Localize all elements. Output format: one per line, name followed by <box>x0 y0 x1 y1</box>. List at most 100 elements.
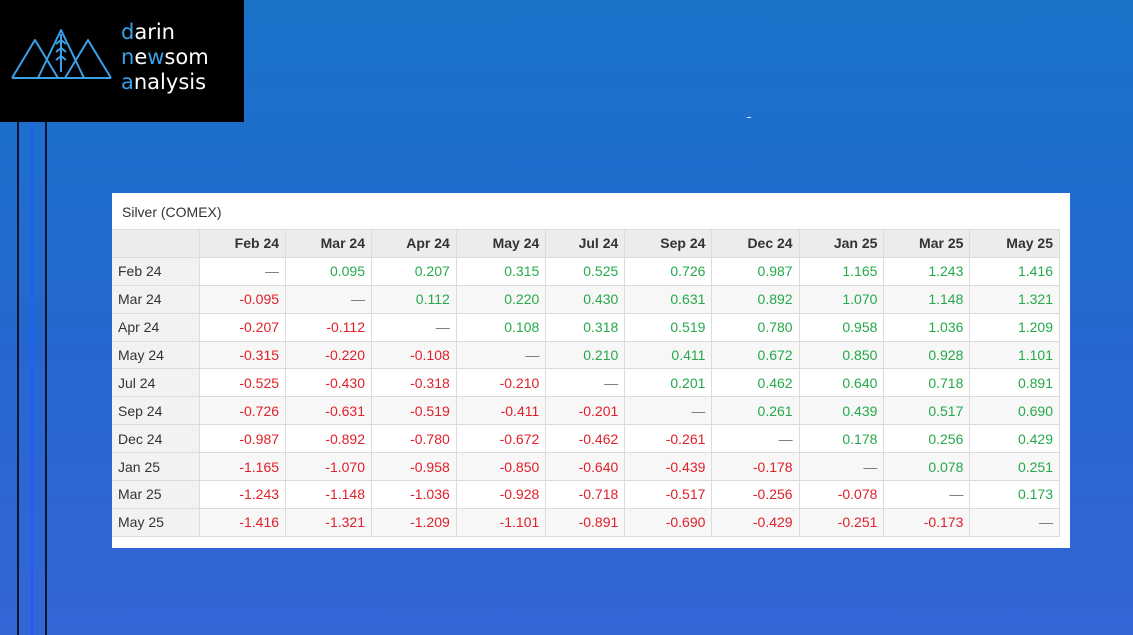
spread-cell: -0.631 <box>285 396 372 426</box>
spread-cell: -0.439 <box>624 452 713 482</box>
spread-cell: — <box>371 312 457 342</box>
spread-cell: -0.525 <box>199 368 287 398</box>
column-header: May 24 <box>455 229 547 258</box>
spread-cell: -0.210 <box>455 368 547 398</box>
spread-cell: 0.892 <box>711 284 800 314</box>
spread-cell: — <box>199 256 287 286</box>
spread-cell: -0.891 <box>545 507 626 537</box>
spread-cell: 0.462 <box>711 368 800 398</box>
row-label: Jul 24 <box>112 368 201 398</box>
table-row: Mar 24 -0.095—0.112 0.220 0.430 0.631 0.892 1.… <box>112 284 1060 314</box>
decor-line-1 <box>17 122 19 635</box>
spread-cell: -0.261 <box>624 424 713 454</box>
decor-dash <box>747 117 751 118</box>
spread-cell: -0.251 <box>798 507 885 537</box>
spread-cell: 1.036 <box>883 312 971 342</box>
row-label: Mar 25 <box>112 480 201 509</box>
spread-table: Feb 24 Mar 24 Apr 24 May 24 Jul 24 Sep 24 Dec … <box>112 229 1060 537</box>
spread-cell: -0.958 <box>371 452 457 482</box>
spread-cell: 0.078 <box>883 452 971 482</box>
spread-cell: -0.690 <box>624 507 713 537</box>
column-header: Mar 25 <box>883 229 971 258</box>
spread-cell: 0.178 <box>798 424 885 454</box>
spread-cell: — <box>285 284 372 314</box>
spread-cell: -0.108 <box>371 340 457 370</box>
column-header: Dec 24 <box>711 229 800 258</box>
spread-cell: -1.321 <box>285 507 372 537</box>
spread-cell: -0.207 <box>199 312 287 342</box>
spread-cell: — <box>883 480 971 509</box>
spread-cell: 0.095 <box>285 256 372 286</box>
spread-cell: -1.036 <box>371 480 457 509</box>
row-label: Apr 24 <box>112 312 201 342</box>
spread-cell: -0.892 <box>285 424 372 454</box>
spread-cell: 1.101 <box>969 340 1060 370</box>
row-label: May 24 <box>112 340 201 370</box>
spread-cell: -1.243 <box>199 480 287 509</box>
decor-line-2 <box>31 122 33 635</box>
table-row: Sep 24 -0.726 -0.631 -0.519 -0.411 -0.201—0.2… <box>112 396 1060 426</box>
spread-cell: 0.210 <box>545 340 626 370</box>
spread-cell: 0.850 <box>798 340 885 370</box>
spread-cell: 0.256 <box>883 424 971 454</box>
spread-cell: 1.321 <box>969 284 1060 314</box>
table-row: Feb 24—0.095 0.207 0.315 0.525 0.726 0.987 1.1… <box>112 256 1060 286</box>
row-label: Feb 24 <box>112 256 201 286</box>
table-row: May 25 -1.416 -1.321 -1.209 -1.101 -0.891 -0.6… <box>112 507 1060 537</box>
table-row: Dec 24 -0.987 -0.892 -0.780 -0.672 -0.462 -0.2… <box>112 424 1060 454</box>
spread-cell: -0.201 <box>545 396 626 426</box>
column-header: Feb 24 <box>199 229 287 258</box>
spread-cell: -0.256 <box>711 480 800 509</box>
spread-cell: 1.148 <box>883 284 971 314</box>
spread-cell: 0.631 <box>624 284 713 314</box>
spread-cell: 0.517 <box>883 396 971 426</box>
spread-cell: -0.519 <box>371 396 457 426</box>
logo-line-1: darin <box>121 20 175 44</box>
spread-cell: — <box>711 424 800 454</box>
spread-cell: — <box>624 396 713 426</box>
table-body: Feb 24—0.095 0.207 0.315 0.525 0.726 0.987 1.1… <box>112 256 1060 537</box>
spread-cell: 0.315 <box>455 256 547 286</box>
column-header: Jul 24 <box>545 229 626 258</box>
logo: darin newsom analysis <box>0 0 244 122</box>
spread-cell: -0.078 <box>798 480 885 509</box>
spread-cell: 0.690 <box>969 396 1060 426</box>
spread-cell: -1.165 <box>199 452 287 482</box>
spread-cell: 0.672 <box>711 340 800 370</box>
table-row: Jan 25 -1.165 -1.070 -0.958 -0.850 -0.640 -0.4… <box>112 452 1060 482</box>
spread-cell: 0.958 <box>798 312 885 342</box>
spread-cell: -0.411 <box>455 396 547 426</box>
spread-cell: 0.318 <box>545 312 626 342</box>
table-row: Mar 25 -1.243 -1.148 -1.036 -0.928 -0.718 -0.5… <box>112 480 1060 509</box>
spread-cell: -0.517 <box>624 480 713 509</box>
table-row: May 24 -0.315 -0.220 -0.108—0.210 0.411 0.672… <box>112 340 1060 370</box>
corner-cell <box>112 229 201 258</box>
spread-cell: -0.850 <box>455 452 547 482</box>
spread-cell: 0.112 <box>371 284 457 314</box>
table-row: Jul 24 -0.525 -0.430 -0.318 -0.210—0.201 0.46… <box>112 368 1060 398</box>
spread-cell: 0.430 <box>545 284 626 314</box>
spread-cell: 1.416 <box>969 256 1060 286</box>
spread-cell: -0.178 <box>711 452 800 482</box>
spread-cell: 1.070 <box>798 284 885 314</box>
spread-cell: 1.165 <box>798 256 885 286</box>
spread-cell: — <box>545 368 626 398</box>
spread-cell: -0.640 <box>545 452 626 482</box>
spread-cell: 0.173 <box>969 480 1060 509</box>
column-header: May 25 <box>969 229 1060 258</box>
spread-cell: 0.429 <box>969 424 1060 454</box>
spread-cell: 0.207 <box>371 256 457 286</box>
spread-cell: -0.220 <box>285 340 372 370</box>
logo-wordmark: darin newsom analysis <box>121 20 209 95</box>
spread-cell: 0.525 <box>545 256 626 286</box>
spread-cell: 0.411 <box>624 340 713 370</box>
spread-cell: -0.112 <box>285 312 372 342</box>
spread-cell: -1.416 <box>199 507 287 537</box>
logo-line-2: newsom <box>121 45 209 69</box>
row-label: May 25 <box>112 507 201 537</box>
spread-cell: -0.318 <box>371 368 457 398</box>
spread-cell: -1.101 <box>455 507 547 537</box>
spread-cell: 0.640 <box>798 368 885 398</box>
row-label: Dec 24 <box>112 424 201 454</box>
spread-cell: 0.261 <box>711 396 800 426</box>
